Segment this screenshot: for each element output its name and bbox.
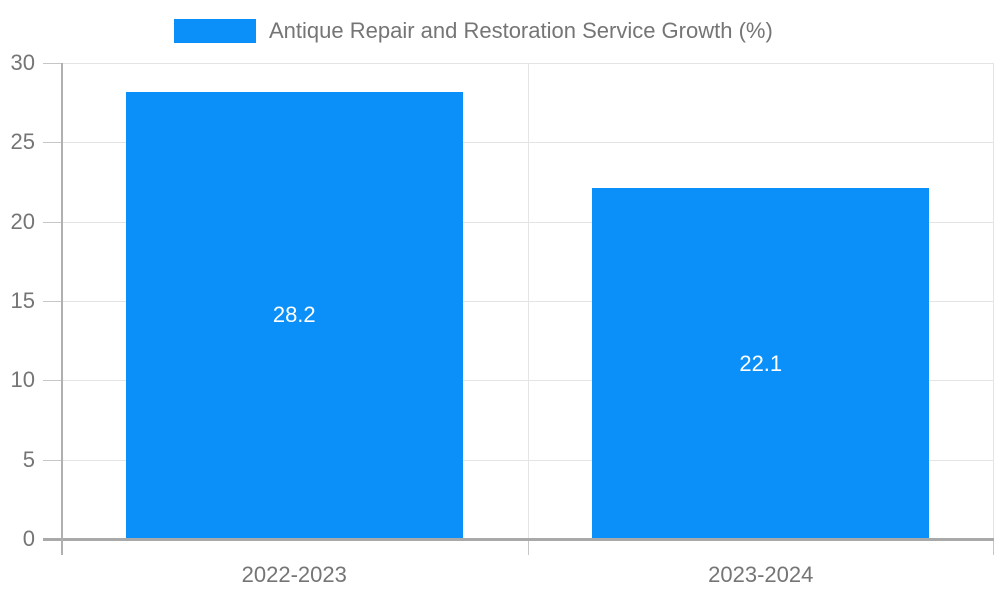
y-axis-tick (43, 221, 61, 223)
legend-item[interactable]: Antique Repair and Restoration Service G… (174, 18, 773, 44)
plot-area: 0 5 10 15 20 25 30 28.2 2022-2023 22.1 2023-2024 (11, 50, 994, 587)
x-axis-line (43, 537, 994, 541)
y-tick-label: 20 (10, 208, 35, 234)
y-axis-line (61, 63, 63, 555)
bar[interactable]: 28.2 (125, 91, 463, 539)
gridline (527, 63, 529, 539)
x-tick-label: 2022-2023 (241, 562, 347, 587)
x-tick-label: 2023-2024 (708, 562, 814, 587)
y-axis-tick (43, 301, 61, 302)
legend-label: Antique Repair and Restoration Service G… (269, 18, 773, 43)
y-tick-label: 5 (22, 446, 35, 472)
bar[interactable]: 22.1 (592, 188, 930, 539)
bar-value-label: 22.1 (739, 350, 783, 376)
y-axis-tick (43, 380, 61, 382)
y-axis-tick (43, 142, 61, 144)
gridline (993, 63, 994, 539)
y-axis-tick (43, 63, 61, 64)
y-tick-label: 10 (10, 367, 35, 393)
legend-swatch (174, 19, 256, 43)
y-tick-label: 15 (10, 288, 35, 313)
legend: Antique Repair and Restoration Service G… (174, 17, 773, 45)
x-axis-tick (527, 539, 529, 555)
x-axis-tick (993, 539, 994, 555)
y-tick-label: 0 (22, 526, 35, 551)
y-tick-label: 25 (10, 129, 35, 155)
y-axis-tick (43, 459, 61, 461)
bar-value-label: 28.2 (272, 302, 316, 328)
y-tick-label: 30 (10, 50, 35, 75)
